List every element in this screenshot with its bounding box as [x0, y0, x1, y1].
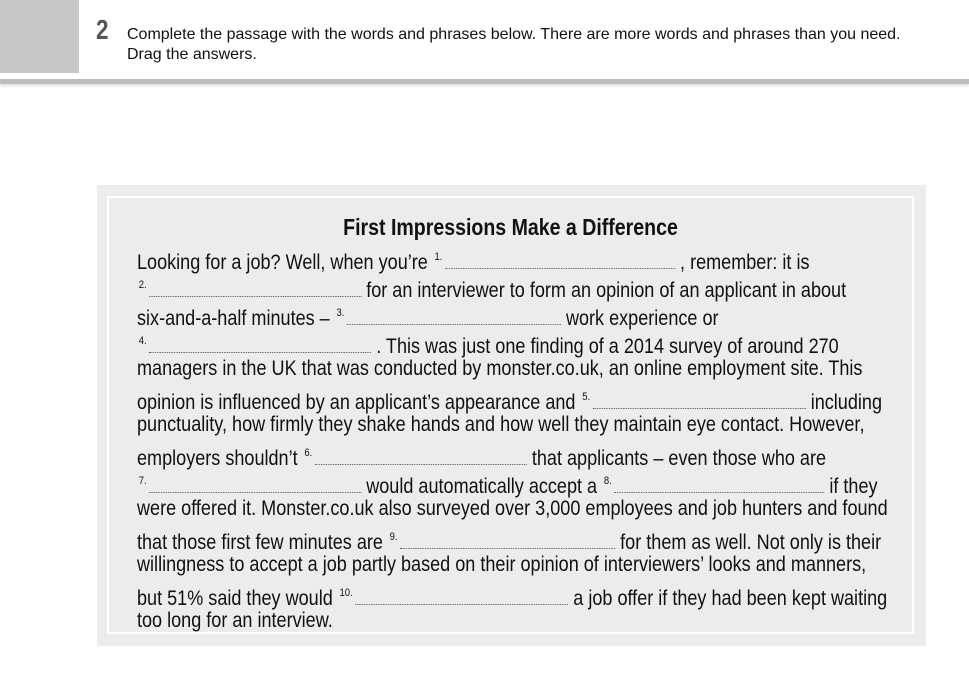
- passage-line: employers shouldn’t 6. that applicants –…: [137, 439, 827, 470]
- passage-line: Looking for a job? Well, when you’re 1. …: [137, 243, 810, 274]
- gap-number: 8.: [603, 475, 612, 487]
- passage-text-segment: for an interviewer to form an opinion of…: [361, 279, 847, 302]
- passage-text-segment: for them as well. Not only is their: [615, 531, 882, 554]
- passage-line: that those first few minutes are 9. for …: [137, 523, 882, 554]
- drop-target-gap-10[interactable]: [355, 584, 569, 605]
- passage-box: First Impressions Make a Difference Look…: [97, 185, 926, 646]
- passage-text-segment: managers in the UK that was conducted by…: [137, 357, 863, 380]
- passage-line: six-and-a-half minutes – 3. work experie…: [137, 299, 719, 330]
- drop-target-gap-5[interactable]: [592, 388, 806, 409]
- passage-title: First Impressions Make a Difference: [343, 214, 678, 240]
- gap-number: 6.: [304, 447, 313, 459]
- passage-text-segment: including: [805, 391, 882, 414]
- passage-line: 2. for an interviewer to form an opinion…: [137, 271, 847, 302]
- passage-line: opinion is influenced by an applicant’s …: [137, 383, 882, 414]
- drop-target-gap-8[interactable]: [614, 472, 825, 493]
- drop-target-gap-2[interactable]: [149, 276, 362, 297]
- passage-text-segment: were offered it. Monster.co.uk also surv…: [137, 497, 888, 520]
- drop-target-gap-1[interactable]: [445, 248, 676, 269]
- passage-text-segment: that applicants – even those who are: [526, 447, 827, 470]
- gap-number: 2.: [138, 279, 147, 291]
- passage-line: but 51% said they would 10. a job offer …: [137, 579, 888, 610]
- drop-target-gap-3[interactable]: [346, 304, 561, 325]
- passage-text-segment: too long for an interview.: [137, 609, 333, 632]
- passage-text-segment: six-and-a-half minutes –: [137, 307, 335, 330]
- exercise-number-block: [0, 0, 79, 73]
- passage-line: were offered it. Monster.co.uk also surv…: [137, 495, 888, 523]
- passage-frame: First Impressions Make a Difference Look…: [107, 196, 914, 634]
- gap-number: 9.: [389, 531, 398, 543]
- passage-text-segment: . This was just one finding of a 2014 su…: [371, 335, 839, 358]
- passage-text-segment: work experience or: [560, 307, 719, 330]
- passage-line: willingness to accept a job partly based…: [137, 551, 866, 579]
- passage-line: too long for an interview.: [137, 607, 333, 635]
- passage-text-segment: Looking for a job? Well, when you’re: [137, 251, 433, 274]
- passage-text-segment: that those first few minutes are: [137, 531, 388, 554]
- gap-number: 4.: [138, 335, 147, 347]
- passage-text-segment: if they: [824, 475, 878, 498]
- passage-text-segment: would automatically accept a: [361, 475, 603, 498]
- drop-target-gap-4[interactable]: [149, 332, 372, 353]
- gap-number: 3.: [336, 307, 345, 319]
- gap-number: 7.: [138, 475, 147, 487]
- passage-text-segment: but 51% said they would: [137, 587, 338, 610]
- drop-target-gap-7[interactable]: [149, 472, 362, 493]
- drop-target-gap-6[interactable]: [314, 444, 527, 465]
- gap-number: 1.: [434, 251, 443, 263]
- passage-text-segment: opinion is influenced by an applicant’s …: [137, 391, 581, 414]
- passage-line: managers in the UK that was conducted by…: [137, 355, 862, 383]
- passage-text-segment: a job offer if they had been kept waitin…: [568, 587, 888, 610]
- exercise-number: 2: [96, 14, 109, 45]
- gap-number: 5.: [582, 391, 591, 403]
- passage-text-segment: punctuality, how firmly they shake hands…: [137, 413, 865, 436]
- passage-text-segment: employers shouldn’t: [137, 447, 303, 470]
- gap-number: 10.: [339, 587, 353, 599]
- header-divider: [0, 79, 969, 84]
- passage-text-segment: willingness to accept a job partly based…: [137, 553, 867, 576]
- passage-line: 4. . This was just one finding of a 2014…: [137, 327, 839, 358]
- passage-text-segment: , remember: it is: [675, 251, 810, 274]
- exercise-instructions: Complete the passage with the words and …: [127, 26, 901, 63]
- passage-line: 7. would automatically accept a 8. if th…: [137, 467, 878, 498]
- passage-line: punctuality, how firmly they shake hands…: [137, 411, 864, 439]
- drop-target-gap-9[interactable]: [400, 528, 616, 549]
